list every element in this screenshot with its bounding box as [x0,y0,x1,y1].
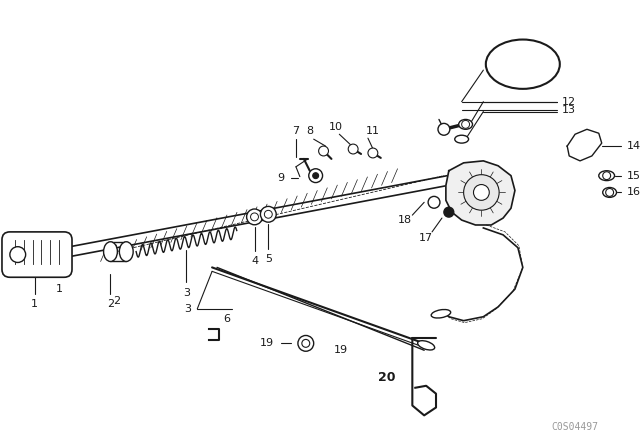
Text: 9: 9 [278,172,285,183]
Text: 3: 3 [184,304,191,314]
Text: 15: 15 [627,171,640,181]
Text: 19: 19 [260,338,274,349]
Circle shape [605,189,614,196]
Text: 14: 14 [627,141,640,151]
Text: 3: 3 [183,289,190,298]
FancyBboxPatch shape [2,232,72,277]
Text: 1: 1 [31,299,38,309]
Circle shape [348,144,358,154]
Circle shape [246,209,262,225]
Circle shape [428,196,440,208]
Circle shape [260,207,276,222]
Ellipse shape [599,171,614,181]
Text: 18: 18 [397,215,412,225]
Text: 17: 17 [419,233,433,243]
Text: 12: 12 [563,97,577,107]
Text: 10: 10 [328,122,342,132]
Circle shape [438,123,450,135]
Circle shape [302,340,310,347]
Text: 2: 2 [107,299,114,309]
Text: C0S04497: C0S04497 [551,422,598,432]
Ellipse shape [119,242,133,262]
Text: 4: 4 [251,256,258,266]
Circle shape [308,169,323,183]
Circle shape [264,211,272,218]
Text: 5: 5 [265,254,272,264]
Circle shape [463,175,499,210]
Text: 2: 2 [113,296,120,306]
Circle shape [313,173,319,179]
Circle shape [319,146,328,156]
Ellipse shape [104,242,117,262]
Text: 7: 7 [292,126,300,136]
Text: 16: 16 [627,187,640,198]
Circle shape [368,148,378,158]
Text: 19: 19 [333,345,348,355]
Ellipse shape [603,188,616,198]
Text: 11: 11 [366,126,380,136]
Circle shape [298,336,314,351]
Text: 20: 20 [378,371,396,384]
Circle shape [461,121,470,128]
Circle shape [603,172,611,180]
Circle shape [10,247,26,263]
Polygon shape [567,129,602,161]
Ellipse shape [418,340,435,350]
Text: 6: 6 [223,314,230,324]
Ellipse shape [459,120,472,129]
Polygon shape [446,161,515,225]
Text: 8: 8 [306,126,314,136]
Circle shape [444,207,454,217]
Text: 1: 1 [56,284,63,294]
Text: 13: 13 [563,104,576,115]
Circle shape [474,185,489,200]
Circle shape [250,213,259,221]
Ellipse shape [431,310,451,318]
Ellipse shape [455,135,468,143]
Ellipse shape [486,39,560,89]
